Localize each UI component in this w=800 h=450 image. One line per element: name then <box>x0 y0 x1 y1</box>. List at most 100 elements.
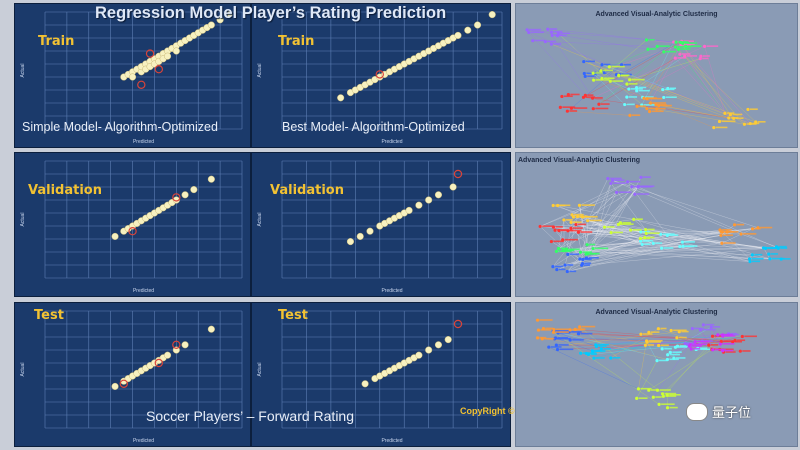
node-label-mark <box>640 387 652 390</box>
network-node <box>623 102 627 107</box>
node-label-mark <box>754 253 763 256</box>
network-node <box>675 344 680 348</box>
network-edge <box>653 243 766 249</box>
network-node <box>525 28 529 32</box>
node-label-mark <box>685 245 698 247</box>
network-node <box>602 225 607 229</box>
node-label-mark <box>585 96 596 98</box>
network-node <box>546 27 550 31</box>
node-label-mark <box>560 247 568 250</box>
y-axis-label: Actual <box>257 64 263 78</box>
network-node <box>561 238 565 242</box>
data-point <box>181 341 189 349</box>
node-label-mark <box>558 344 569 346</box>
network-node <box>647 109 652 114</box>
node-label-mark <box>752 260 761 263</box>
network-node <box>574 222 578 227</box>
node-label-mark <box>691 345 703 347</box>
node-label-mark <box>722 228 732 231</box>
scatter-svg-5: Predicted Actual <box>257 310 503 444</box>
network-node <box>582 59 586 64</box>
data-point <box>449 183 457 191</box>
network-node <box>582 71 586 76</box>
network-edge <box>601 64 668 89</box>
network-node <box>711 348 715 352</box>
network-edge <box>679 246 770 260</box>
node-label-mark <box>565 218 573 221</box>
network-edge <box>592 183 612 249</box>
network-node <box>584 252 588 256</box>
network-node <box>578 257 582 261</box>
network-node <box>718 228 722 232</box>
data-point <box>111 382 119 390</box>
network-node <box>607 65 611 69</box>
caption-simple-model: Simple Model- Algorithm-Optimized <box>22 120 218 134</box>
node-label-mark <box>722 343 735 345</box>
network-node <box>566 93 570 97</box>
network-node <box>634 86 639 90</box>
node-label-mark <box>706 45 719 47</box>
node-label-mark <box>684 241 695 243</box>
network-node <box>570 213 574 217</box>
node-label-mark <box>723 340 733 343</box>
node-label-mark <box>588 256 599 259</box>
network-node <box>551 265 555 269</box>
network-node <box>632 217 636 221</box>
node-label-mark <box>534 39 545 42</box>
node-label-mark <box>598 345 607 348</box>
network-node <box>642 96 646 100</box>
data-point <box>216 16 224 24</box>
network-edge <box>575 224 641 242</box>
network-edge <box>703 324 723 337</box>
network-node <box>675 336 679 340</box>
caption-bottom: Soccer Players’ – Forward Rating <box>146 408 355 424</box>
network-node <box>660 246 664 250</box>
node-label-mark <box>560 32 570 35</box>
network-node <box>576 230 581 234</box>
y-axis-label: Actual <box>20 363 26 377</box>
x-axis-label: Predicted <box>381 288 402 294</box>
network-edge <box>646 98 657 105</box>
data-point <box>181 191 189 199</box>
network-node <box>600 76 604 81</box>
network-edge <box>648 349 712 391</box>
network-edge <box>528 32 751 124</box>
node-label-mark <box>573 221 582 224</box>
network-edge <box>567 263 583 272</box>
node-label-mark <box>609 177 622 180</box>
network-edge <box>566 228 572 250</box>
node-label-mark <box>651 110 664 113</box>
network-edge <box>600 70 648 109</box>
network-edge <box>579 326 663 394</box>
network-node <box>716 333 720 337</box>
node-label-mark <box>760 226 773 229</box>
outlier-point <box>375 70 384 79</box>
network-node <box>639 332 643 336</box>
network-node <box>732 116 736 121</box>
outlier-point <box>453 319 463 329</box>
network-node <box>606 177 610 181</box>
network-edge <box>552 249 567 267</box>
node-label-mark <box>542 225 555 228</box>
network-node <box>660 347 664 351</box>
network-edge <box>653 329 701 398</box>
network-node <box>550 33 554 37</box>
outlier-point <box>453 169 463 179</box>
node-label-mark <box>770 253 778 255</box>
network-edge <box>575 329 733 343</box>
network-node <box>673 45 678 49</box>
node-label-mark <box>723 242 736 244</box>
network-node <box>543 39 547 44</box>
network-node <box>568 328 572 332</box>
network-node <box>721 333 725 337</box>
network-node <box>645 97 649 101</box>
network-node <box>643 343 648 347</box>
node-label-mark <box>614 179 625 181</box>
data-point <box>464 26 472 34</box>
network-edge <box>592 336 743 352</box>
network-edge <box>558 219 565 249</box>
outlier-point <box>172 340 181 350</box>
node-label-mark <box>580 332 593 335</box>
network-edge <box>585 186 632 255</box>
scatter-train-best: Predicted Actual <box>251 3 511 148</box>
